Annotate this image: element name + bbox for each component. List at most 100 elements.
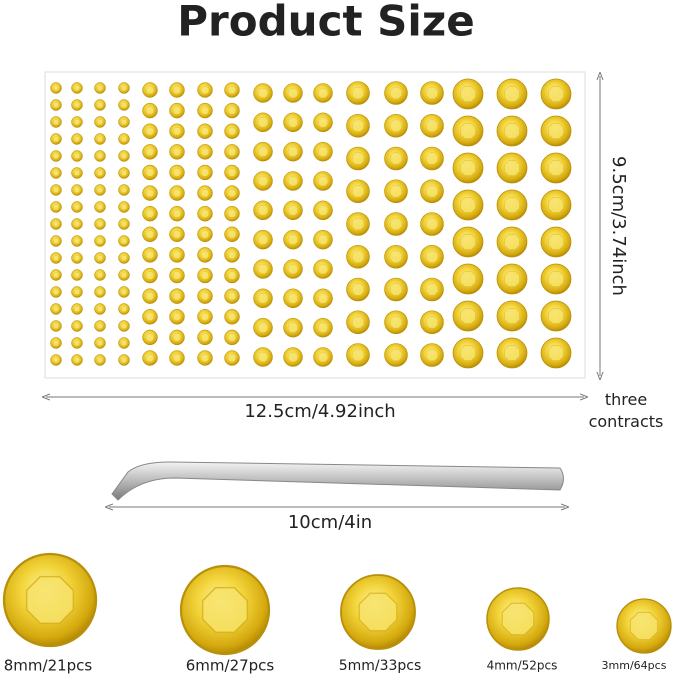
facet [426,185,438,198]
facet [120,340,128,346]
facet [318,293,328,304]
facet [548,160,564,176]
facet [227,168,237,177]
width-label: 12.5cm/4.92inch [244,401,395,422]
facet [288,117,298,128]
facet [53,220,59,228]
facet [96,84,104,92]
facet [288,87,298,99]
facet [548,234,564,250]
facet [390,250,402,263]
facet [73,220,81,228]
facet [227,271,237,280]
facet [73,101,81,109]
facet [145,354,155,362]
facet [172,333,182,342]
facet [258,234,268,245]
facet [352,250,364,263]
facet [390,185,402,198]
facet [145,271,155,280]
facet [200,189,210,198]
facet [390,86,402,100]
sheet-gems [50,78,572,369]
facet [145,189,155,198]
facet [390,283,402,296]
facet [73,340,81,346]
facet [501,602,535,636]
facet [200,230,210,239]
size-label: 5mm/33pcs [339,658,422,674]
facet [390,316,402,329]
facet [53,84,59,92]
facet [318,205,328,216]
facet [73,152,81,160]
facet [200,250,210,259]
facet [227,292,237,301]
facet [504,86,520,102]
facet [25,575,75,625]
facet [200,271,210,280]
facet [96,203,104,211]
facet [53,101,59,109]
facet [426,119,438,132]
facet [96,135,104,143]
facet [96,306,104,312]
facet [227,209,237,218]
facet [172,209,182,218]
facet [227,230,237,239]
facet [548,197,564,213]
facet [73,169,81,177]
facet [172,147,182,156]
facet [227,147,237,156]
facet [460,234,476,250]
facet [352,316,364,329]
facet [460,345,476,361]
facet [352,283,364,296]
facet [352,185,364,198]
size-samples: 8mm/21pcs 6mm/27pcs 5mm/33pcs 4mm/52pcs 3mm/… [2,552,672,675]
facet [53,135,59,143]
facet [96,254,104,261]
facet [352,349,364,361]
facet [390,217,402,231]
facet [172,271,182,280]
facet [145,127,155,136]
facet [53,118,59,126]
facet [200,333,210,342]
facet [96,289,104,295]
facet [548,86,564,102]
facet [318,117,328,128]
facet [145,168,155,177]
facet [504,197,520,213]
facet [96,118,104,126]
facet [172,85,182,95]
facet [504,234,520,250]
facet [96,237,104,245]
facet [73,84,81,92]
facet [288,352,298,362]
facet [258,146,268,157]
facet [53,254,59,261]
facet [172,106,182,115]
facet [120,272,128,278]
facet [172,168,182,177]
facet [426,283,438,296]
facet [73,237,81,245]
facet [120,118,128,126]
facet [120,169,128,177]
facet [426,86,438,100]
facet [288,264,298,274]
size-label: 3mm/64pcs [602,659,667,672]
facet [504,160,520,176]
facet [460,86,476,102]
facet [460,197,476,213]
facet [227,189,237,198]
facet [258,87,268,99]
facet [548,345,564,361]
facet [200,106,210,115]
facet [548,271,564,287]
facet [53,357,59,363]
facet [73,306,81,312]
facet [172,292,182,301]
